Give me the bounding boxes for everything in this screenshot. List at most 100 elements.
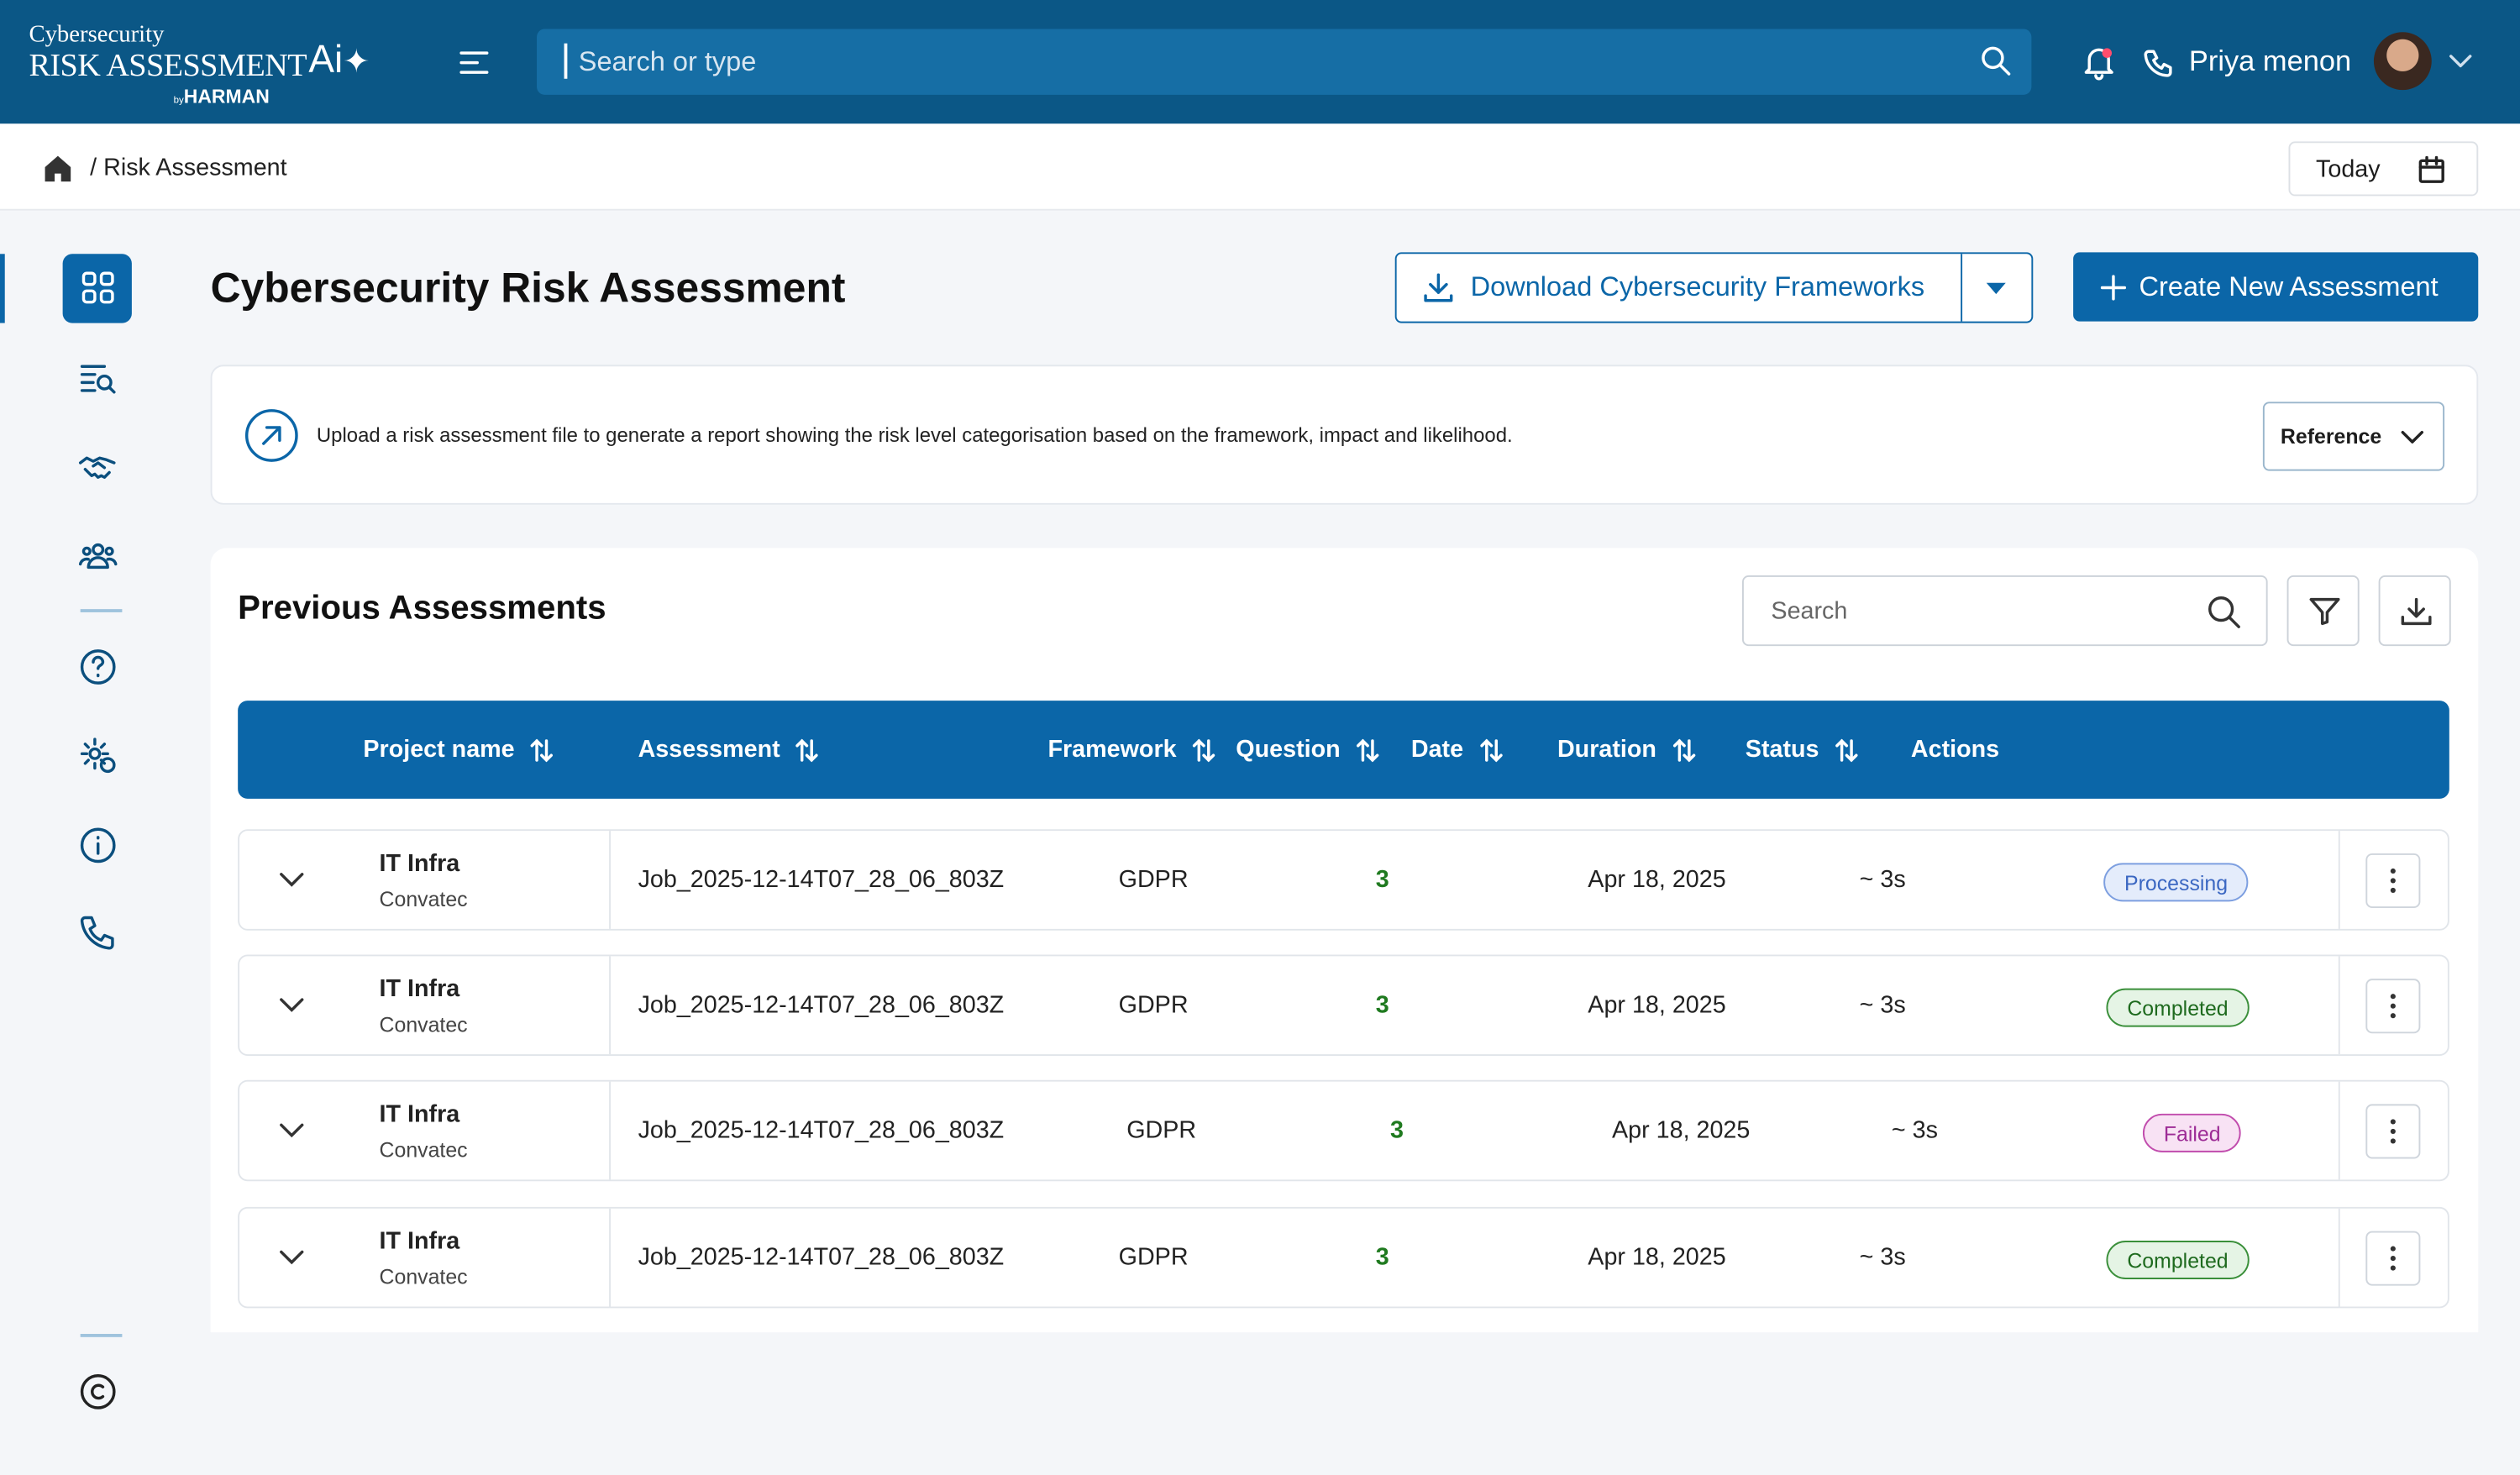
info-text: Upload a risk assessment file to generat… [316,424,1513,447]
menu-icon[interactable] [458,46,490,78]
framework: GDPR [1126,1116,1197,1145]
row-actions-button[interactable] [2365,979,2421,1034]
date: Apr 18, 2025 [1588,866,1726,894]
nav-partners[interactable] [78,449,118,487]
avatar[interactable] [2373,32,2432,91]
table-search-placeholder: Search [1771,596,1848,625]
project-name: IT Infra [379,1227,460,1256]
download-frameworks-text: Download Cybersecurity Frameworks [1470,271,1925,302]
filter-button[interactable] [2286,575,2360,647]
nav-users[interactable] [78,537,118,575]
column-header[interactable]: Question [1236,736,1379,764]
table-row: IT Infra Convatec Job_2025-12-14T07_28_06_… [238,1079,2449,1182]
export-button[interactable] [2378,575,2451,647]
duration: ~ 3s [1859,1243,1906,1272]
question-count: 3 [1375,1243,1389,1272]
home-icon[interactable] [44,155,72,182]
brand-line2: RISK ASSESSMENT [29,48,307,84]
date: Apr 18, 2025 [1588,1243,1726,1272]
user-menu-chevron[interactable] [2448,51,2474,71]
column-header-text: Status [1745,736,1819,764]
column-header[interactable]: Assessment [638,736,819,764]
column-header[interactable]: Framework [1047,736,1215,764]
project-name: IT Infra [379,975,460,1003]
nav-contact[interactable] [79,915,118,953]
expand-chevron[interactable] [278,1121,306,1139]
column-header-text: Assessment [638,736,780,764]
brand-by: by [173,96,184,107]
divider [609,831,612,929]
user-name[interactable]: Priya menon [2188,45,2352,77]
brand-line1: Cybersecurity [29,22,165,49]
project-client: Convatec [379,1264,468,1289]
project-client: Convatec [379,1137,468,1163]
nav-settings[interactable] [79,736,118,774]
date-button[interactable]: Today [2288,141,2479,197]
copyright-icon [80,1374,116,1409]
column-header-text: Framework [1047,736,1177,764]
table-search[interactable]: Search [1741,575,2268,647]
reference-select[interactable]: Reference [2262,402,2445,471]
global-search[interactable]: Search or type [537,29,2032,95]
dashboard-icon [81,271,114,304]
table-row: IT Infra Convatec Job_2025-12-14T07_28_06_… [238,829,2449,931]
top-bar: Cybersecurity RISK ASSESSMENT Ai✦ byHARM… [0,0,2520,124]
expand-chevron[interactable] [278,1249,306,1267]
nav-review[interactable] [79,359,118,397]
framework: GDPR [1118,866,1189,894]
table-row: IT Infra Convatec Job_2025-12-14T07_28_06_… [238,1206,2449,1309]
create-assessment-text: Create New Assessment [2139,270,2439,302]
table-row: IT Infra Convatec Job_2025-12-14T07_28_06_… [238,954,2449,1057]
download-frameworks-button[interactable]: Download Cybersecurity Frameworks [1394,252,2034,323]
nav-help[interactable] [79,648,118,686]
column-header[interactable]: Status [1746,736,1858,764]
column-header[interactable]: Date [1411,736,1502,764]
row-actions-button[interactable] [2365,853,2421,908]
row-actions-button[interactable] [2365,1231,2421,1286]
question-count: 3 [1375,866,1389,894]
status-badge: Completed [2106,988,2250,1027]
bell-icon[interactable] [2083,45,2115,81]
divider [609,956,612,1055]
divider [2338,1208,2340,1307]
duration: ~ 3s [1859,866,1906,894]
framework: GDPR [1118,991,1189,1020]
breadcrumb-bar: / Risk Assessment Today [0,123,2520,211]
column-header-text: Duration [1557,736,1656,764]
column-header-text: Actions [1910,736,2000,764]
brand-company: byHARMAN [174,85,270,108]
expand-chevron[interactable] [278,996,306,1014]
search-placeholder: Search or type [578,46,757,77]
expand-chevron[interactable] [278,871,306,889]
table-header [238,701,2449,799]
column-header[interactable]: Actions [1911,736,1999,764]
assessment-job: Job_2025-12-14T07_28_06_803Z [638,991,1005,1020]
nav-info[interactable] [79,826,118,864]
breadcrumb: / Risk Assessment [90,154,287,182]
brand-company-text: HARMAN [183,85,270,108]
column-header-text: Date [1410,736,1464,764]
nav-dashboard[interactable] [62,254,132,323]
assessment-job: Job_2025-12-14T07_28_06_803Z [638,866,1005,894]
column-header[interactable]: Project name [363,736,554,764]
framework: GDPR [1118,1243,1189,1272]
breadcrumb-current: Risk Assessment [103,154,287,182]
question-count: 3 [1375,991,1389,1020]
duration: ~ 3s [1859,991,1906,1020]
brand-ai-text: Ai [308,38,344,82]
download-dropdown[interactable] [1985,281,2008,296]
row-actions-button[interactable] [2365,1104,2421,1159]
search-icon [1982,46,2011,76]
project-name: IT Infra [379,1100,460,1129]
create-assessment-button[interactable]: Create New Assessment [2073,252,2479,322]
divider [2338,831,2340,929]
phone-icon[interactable] [2144,48,2172,77]
column-header[interactable]: Duration [1557,736,1695,764]
info-card: Upload a risk assessment file to generat… [210,365,2479,505]
divider [609,1208,612,1307]
date: Apr 18, 2025 [1612,1116,1751,1145]
page-title: Cybersecurity Risk Assessment [210,263,846,312]
